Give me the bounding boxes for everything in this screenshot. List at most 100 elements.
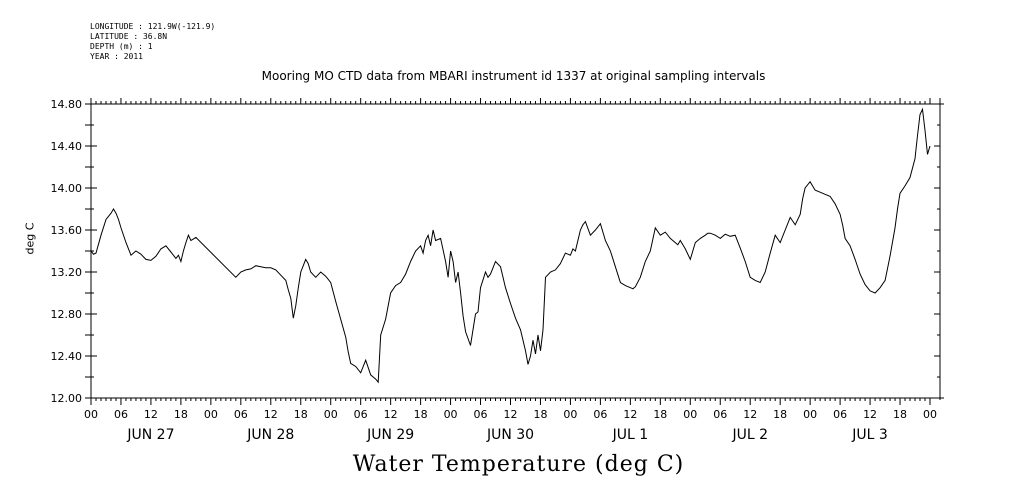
data-point <box>725 234 726 235</box>
data-point <box>188 235 189 236</box>
data-point <box>670 238 671 239</box>
data-point <box>920 114 921 115</box>
data-point <box>135 251 136 252</box>
data-point <box>435 240 436 241</box>
data-point <box>895 227 896 228</box>
data-point <box>615 266 616 267</box>
data-point <box>460 293 461 294</box>
x-tick-label: 12 <box>384 408 398 421</box>
data-point <box>677 244 678 245</box>
data-point <box>740 247 741 248</box>
data-point <box>835 203 836 204</box>
data-point <box>860 274 861 275</box>
data-point <box>700 238 701 239</box>
data-point <box>320 272 321 273</box>
data-point <box>348 351 349 352</box>
data-point <box>830 196 831 197</box>
data-point <box>820 192 821 193</box>
data-point <box>423 253 424 254</box>
metadata-year: YEAR : 2011 <box>90 52 143 61</box>
data-point <box>515 318 516 319</box>
data-point <box>510 303 511 304</box>
x-tick-label: 00 <box>803 408 817 421</box>
data-point <box>685 248 686 249</box>
data-point <box>458 272 459 273</box>
data-point <box>755 280 756 281</box>
data-point <box>630 287 631 288</box>
x-tick-label: 00 <box>444 408 458 421</box>
data-point <box>675 242 676 243</box>
x-tick-label: 06 <box>354 408 368 421</box>
x-tick-label: 06 <box>833 408 847 421</box>
data-point <box>802 198 803 199</box>
data-point <box>900 193 901 194</box>
data-point <box>350 363 351 364</box>
data-point <box>750 277 751 278</box>
x-tick-label: 12 <box>264 408 278 421</box>
x-tick-label: 06 <box>593 408 607 421</box>
data-point <box>270 267 271 268</box>
data-point <box>125 242 126 243</box>
data-point <box>420 245 421 246</box>
data-point <box>710 233 711 234</box>
data-point <box>845 238 846 239</box>
data-point <box>527 364 528 365</box>
data-point <box>705 235 706 236</box>
data-point <box>582 224 583 225</box>
data-point <box>180 261 181 262</box>
data-point <box>785 230 786 231</box>
data-point <box>285 280 286 281</box>
data-point <box>532 340 533 341</box>
data-point <box>405 274 406 275</box>
data-point <box>400 282 401 283</box>
data-point <box>810 181 811 182</box>
x-tick-label: 00 <box>324 408 338 421</box>
data-point <box>855 259 856 260</box>
data-point <box>325 276 326 277</box>
data-point <box>925 130 926 131</box>
data-point <box>245 269 246 270</box>
data-point <box>315 277 316 278</box>
data-point <box>455 282 456 283</box>
data-point <box>525 350 526 351</box>
data-point <box>93 254 94 255</box>
x-tick-label: 12 <box>743 408 757 421</box>
data-point <box>293 318 294 319</box>
data-point <box>110 213 111 214</box>
x-tick-label: 18 <box>174 408 188 421</box>
chart-title: Mooring MO CTD data from MBARI instrumen… <box>261 69 766 83</box>
data-point <box>917 135 918 136</box>
x-day-label: JUN 29 <box>366 427 414 443</box>
data-point <box>95 253 96 254</box>
data-point <box>360 372 361 373</box>
data-point <box>927 154 928 155</box>
data-point <box>495 261 496 262</box>
x-tick-label: 06 <box>713 408 727 421</box>
data-point <box>170 252 171 253</box>
data-point <box>915 158 916 159</box>
data-point <box>440 238 441 239</box>
data-point <box>570 255 571 256</box>
metadata-block: LONGITUDE : 121.9W(-121.9) LATITUDE : 36… <box>90 22 215 62</box>
data-point <box>865 284 866 285</box>
x-tick-label: 00 <box>204 408 218 421</box>
data-point <box>260 266 261 267</box>
x-tick-label: 18 <box>653 408 667 421</box>
x-tick-label: 18 <box>294 408 308 421</box>
data-point <box>425 240 426 241</box>
metadata-longitude: LONGITUDE : 121.9W(-121.9) <box>90 22 216 31</box>
data-point <box>885 280 886 281</box>
data-point <box>300 272 301 273</box>
y-tick-label: 13.20 <box>51 266 83 279</box>
chart-subtitle: Water Temperature (deg C) <box>352 452 685 477</box>
data-point <box>105 219 106 220</box>
data-point <box>453 261 454 262</box>
data-point <box>255 265 256 266</box>
data-point <box>825 194 826 195</box>
x-tick-label: 12 <box>504 408 518 421</box>
data-point <box>730 236 731 237</box>
data-point <box>340 319 341 320</box>
data-point <box>775 235 776 236</box>
data-point <box>295 305 296 306</box>
data-point <box>280 275 281 276</box>
